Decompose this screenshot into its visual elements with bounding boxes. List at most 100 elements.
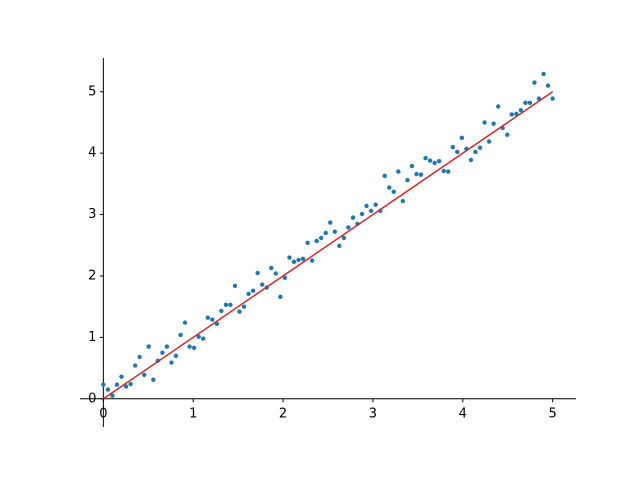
x-tick-label: 5	[548, 406, 556, 421]
scatter-point	[287, 255, 292, 260]
scatter-point	[414, 171, 419, 177]
scatter-point	[241, 304, 247, 309]
scatter-point	[364, 203, 369, 209]
scatter-point	[269, 265, 274, 271]
scatter-point	[409, 163, 415, 169]
scatter-point	[173, 353, 179, 358]
scatter-point	[123, 384, 129, 389]
scatter-point	[482, 120, 487, 125]
scatter-point	[178, 332, 183, 338]
x-tick-label: 0	[99, 406, 107, 421]
scatter-point	[182, 320, 188, 325]
scatter-point	[446, 169, 451, 174]
scatter-point	[545, 83, 551, 88]
scatter-point	[382, 173, 387, 179]
scatter-point	[468, 157, 474, 163]
scatter-point	[318, 235, 324, 241]
scatter-point	[541, 71, 546, 77]
scatter-point	[309, 258, 315, 263]
scatter-point	[232, 283, 238, 288]
scatter-point	[527, 100, 533, 106]
scatter-point	[486, 139, 492, 144]
scatter-point	[314, 238, 319, 244]
scatter-point	[387, 185, 392, 190]
scatter-point	[341, 235, 347, 241]
scatter-point	[350, 215, 356, 220]
scatter-point	[223, 302, 229, 308]
scatter-point	[305, 240, 310, 246]
scatter-point	[337, 243, 342, 249]
scatter-point	[246, 291, 251, 296]
scatter-point	[146, 344, 151, 349]
scatter-point	[368, 208, 374, 214]
scatter-point	[228, 302, 233, 308]
y-tick-label: 0	[88, 391, 96, 406]
scatter-point	[250, 288, 256, 293]
scatter-point	[532, 80, 537, 85]
scatter-point	[473, 149, 478, 155]
scatter-point	[219, 308, 224, 314]
scatter-point	[105, 387, 111, 392]
scatter-point	[495, 104, 501, 109]
scatter-point	[187, 344, 192, 349]
scatter-point	[282, 275, 288, 281]
scatter-point	[328, 220, 333, 225]
scatter-point	[260, 282, 265, 287]
scatter-point	[427, 158, 433, 163]
scatter-point	[164, 344, 170, 349]
scatter-point	[400, 198, 406, 204]
scatter-point	[137, 354, 142, 360]
scatter-point	[300, 256, 306, 261]
scatter-point	[405, 177, 410, 183]
scatter-point	[391, 189, 396, 195]
scatter-point	[432, 160, 437, 166]
y-tick-label: 1	[88, 330, 96, 345]
scatter-point	[505, 132, 510, 137]
scatter-point	[459, 135, 465, 141]
scatter-point	[151, 377, 156, 382]
scatter-point	[491, 121, 496, 126]
scatter-point	[114, 382, 120, 387]
scatter-point	[441, 168, 446, 174]
scatter-point	[523, 100, 528, 106]
scatter-point	[509, 112, 514, 117]
scatter-point	[346, 225, 351, 230]
scatter-point	[436, 158, 442, 164]
y-tick-label: 3	[88, 207, 96, 222]
scatter-point	[101, 382, 106, 387]
scatter-point	[191, 345, 197, 350]
scatter-point	[418, 172, 424, 177]
scatter-point	[200, 336, 206, 341]
scatter-point	[477, 145, 483, 150]
scatter-point	[296, 257, 301, 263]
scatter-point	[373, 202, 378, 207]
scatter-point	[323, 230, 328, 236]
scatter-point	[119, 374, 124, 379]
y-tick-label: 2	[88, 268, 96, 283]
scatter-point	[359, 211, 365, 217]
scatter-point	[237, 309, 242, 314]
scatter-point	[128, 381, 133, 387]
x-tick-label: 3	[369, 406, 377, 421]
scatter-point	[196, 334, 201, 339]
scatter-point	[423, 155, 428, 161]
scatter-point	[210, 317, 215, 322]
scatter-point	[396, 169, 401, 174]
scatter-point	[518, 107, 524, 113]
x-tick-label: 2	[279, 406, 287, 421]
scatter-point	[273, 271, 278, 276]
scatter-point	[450, 144, 456, 150]
scatter-point	[332, 229, 338, 234]
scatter-point	[142, 372, 147, 378]
scatter-point	[291, 259, 297, 265]
scatter-point	[455, 149, 460, 155]
y-tick-label: 5	[88, 84, 96, 99]
scatter-point	[255, 270, 260, 276]
fit-line	[102, 91, 554, 400]
scatter-point	[205, 315, 210, 320]
y-tick-label: 4	[88, 146, 96, 161]
x-tick-label: 4	[459, 406, 467, 421]
scatter-point	[278, 294, 283, 300]
scatter-point	[110, 393, 115, 398]
